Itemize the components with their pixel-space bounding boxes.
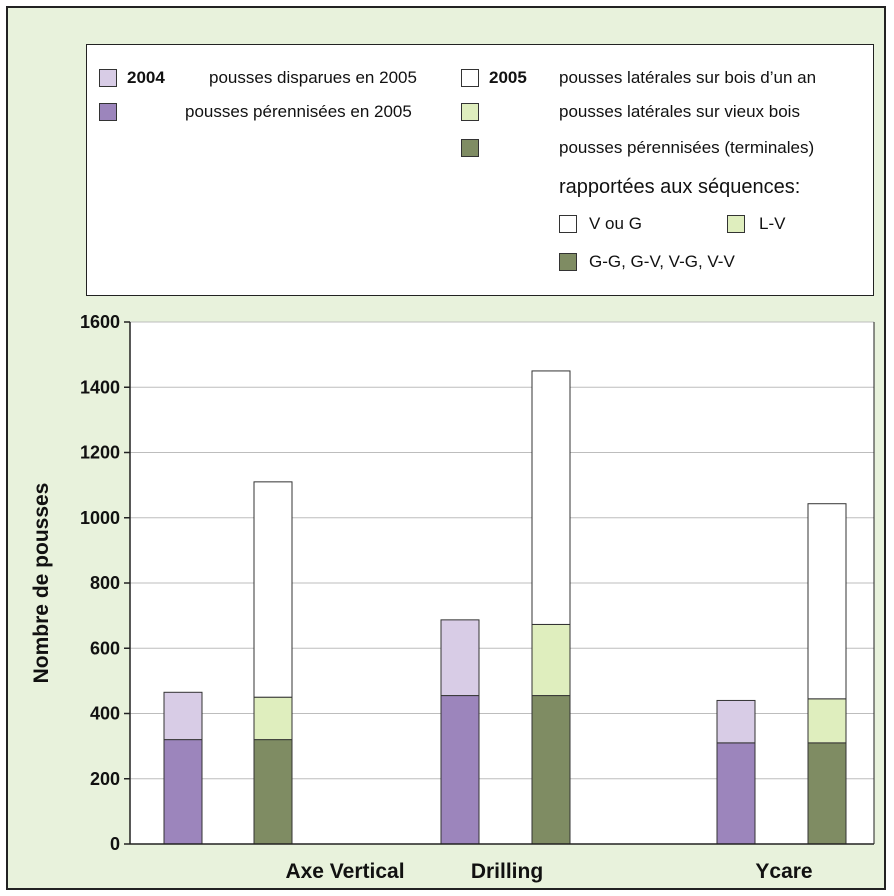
legend-label-rapportees: rapportées aux séquences: bbox=[559, 176, 801, 198]
legend-label-disparues: pousses disparues en 2005 bbox=[209, 68, 417, 87]
legend-swatch-seq-lv bbox=[727, 215, 745, 233]
bar-axe-vertical-2005-lateral-vieux bbox=[253, 696, 293, 741]
legend-label-terminales: pousses pérennisées (terminales) bbox=[559, 138, 815, 157]
y-tick-label: 400 bbox=[90, 704, 120, 724]
bar-axe-vertical-2004-perennisees bbox=[163, 739, 203, 845]
y-tick-label: 0 bbox=[110, 834, 120, 854]
bar-drilling-2004-perennisees bbox=[440, 695, 480, 845]
x-category-labels: Axe Vertical Drilling Ycare bbox=[285, 860, 812, 883]
legend-label-perennisees: pousses pérennisées en 2005 bbox=[185, 102, 412, 121]
y-tick-label: 800 bbox=[90, 573, 120, 593]
legend: 2004 pousses disparues en 2005 2005 pous… bbox=[86, 44, 874, 296]
y-tick-label: 600 bbox=[90, 638, 120, 658]
legend-label-seq-gg: G-G, G-V, V-G, V-V bbox=[589, 252, 735, 271]
bar-ycare-2005-lateral-un-an bbox=[807, 503, 847, 700]
legend-label-seq-lv: L-V bbox=[759, 214, 786, 233]
legend-year-2005: 2005 bbox=[489, 68, 527, 87]
x-category-label: Drilling bbox=[471, 860, 543, 883]
y-tick-label: 1400 bbox=[80, 377, 120, 397]
bar-ycare-2005-lateral-vieux bbox=[807, 698, 847, 744]
legend-label-seq-vg: V ou G bbox=[589, 214, 642, 233]
bar-ycare-2004-disparues bbox=[716, 699, 756, 744]
legend-swatch-perennisees bbox=[99, 103, 117, 121]
bars bbox=[163, 370, 847, 845]
y-axis-label: Nombre de pousses bbox=[30, 483, 53, 684]
bar-drilling-2005-lateral-un-an bbox=[531, 370, 571, 625]
y-tick-label: 1200 bbox=[80, 443, 120, 463]
legend-label-lateral-un-an: pousses latérales sur bois d’un an bbox=[559, 68, 817, 87]
x-category-label: Axe Vertical bbox=[285, 860, 404, 883]
legend-label-lateral-vieux: pousses latérales sur vieux bois bbox=[559, 102, 800, 121]
bar-ycare-2005-terminales bbox=[807, 742, 847, 845]
bar-drilling-2005-terminales bbox=[531, 695, 571, 845]
y-tick-label: 1600 bbox=[80, 312, 120, 332]
legend-year-2004: 2004 bbox=[127, 68, 165, 87]
bar-axe-vertical-2005-terminales bbox=[253, 739, 293, 845]
bar-axe-vertical-2005-lateral-un-an bbox=[253, 481, 293, 698]
y-ticks: 0 200 400 600 800 1000 1200 1400 1600 bbox=[80, 312, 130, 854]
bar-drilling-2004-disparues bbox=[440, 619, 480, 697]
legend-swatch-seq-vg bbox=[559, 215, 577, 233]
legend-swatch-seq-gg bbox=[559, 253, 577, 271]
legend-swatch-terminales bbox=[461, 139, 479, 157]
legend-swatch-lateral-vieux bbox=[461, 103, 479, 121]
y-tick-label: 1000 bbox=[80, 508, 120, 528]
legend-swatch-lateral-un-an bbox=[461, 69, 479, 87]
legend-swatch-disparues bbox=[99, 69, 117, 87]
x-category-label: Ycare bbox=[755, 860, 812, 883]
y-tick-label: 200 bbox=[90, 769, 120, 789]
bar-drilling-2005-lateral-vieux bbox=[531, 623, 571, 697]
bar-axe-vertical-2004-disparues bbox=[163, 691, 203, 741]
bar-ycare-2004-perennisees bbox=[716, 742, 756, 845]
